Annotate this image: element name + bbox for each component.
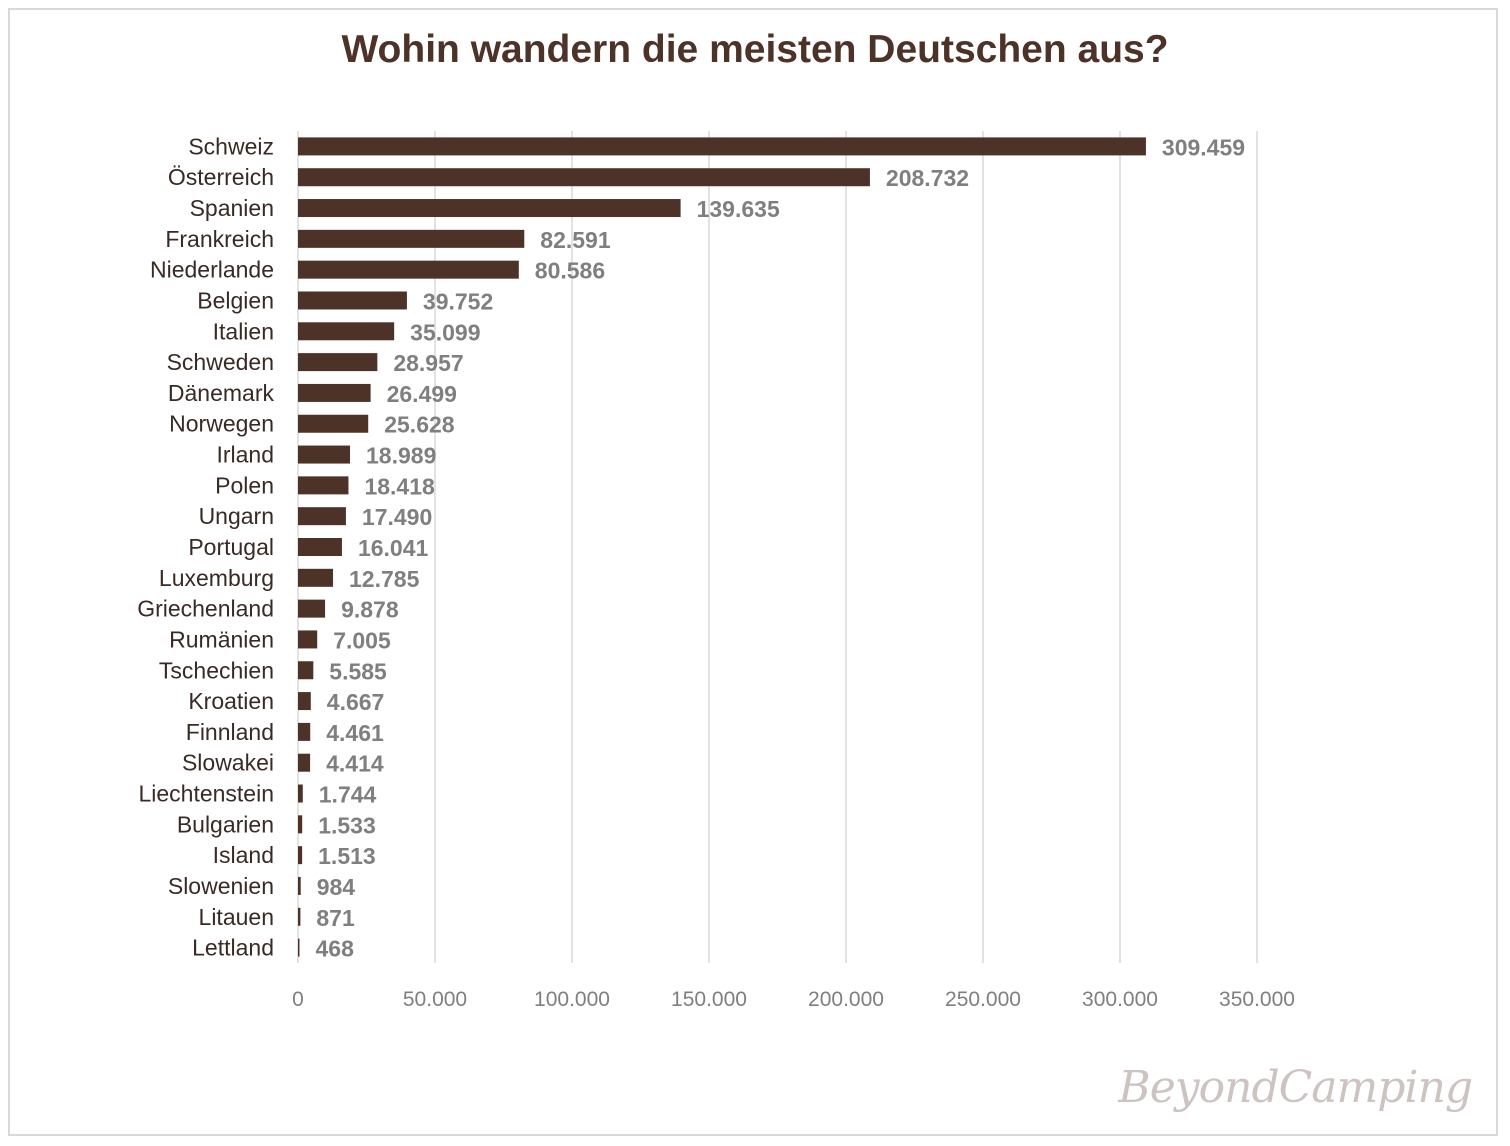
category-label: Kroatien	[188, 688, 274, 714]
bar	[298, 322, 395, 341]
chart-title: Wohin wandern die meisten Deutschen aus?	[341, 28, 1169, 71]
data-label: 468	[316, 936, 355, 962]
bar	[298, 846, 303, 865]
category-label: Litauen	[199, 904, 274, 930]
data-label: 80.586	[535, 258, 605, 284]
chart-frame	[8, 8, 1498, 1136]
x-tick-label: 350.000	[1219, 988, 1295, 1011]
data-label: 25.628	[384, 412, 455, 438]
category-label: Bulgarien	[177, 811, 274, 837]
category-label: Slowenien	[168, 873, 274, 899]
bar	[298, 229, 525, 248]
bar	[298, 353, 378, 372]
data-label: 4.414	[326, 751, 384, 777]
data-label: 208.732	[886, 165, 969, 191]
bar	[298, 445, 351, 464]
x-tick-label: 0	[292, 988, 304, 1011]
bar	[298, 692, 311, 711]
data-label: 1.533	[318, 812, 376, 838]
data-label: 309.459	[1162, 134, 1245, 160]
data-label: 1.513	[318, 843, 376, 869]
x-tick-label: 100.000	[534, 988, 610, 1011]
data-label: 7.005	[333, 627, 391, 653]
bar	[298, 661, 314, 680]
data-label: 4.461	[326, 720, 384, 746]
category-label: Luxemburg	[159, 565, 274, 591]
data-label: 16.041	[358, 535, 429, 561]
data-label: 984	[317, 874, 356, 900]
category-label: Rumänien	[169, 626, 274, 652]
bar	[298, 199, 681, 218]
x-tick-label: 150.000	[671, 988, 747, 1011]
data-label: 5.585	[329, 658, 387, 684]
category-label: Norwegen	[169, 411, 274, 437]
category-label: Griechenland	[137, 596, 274, 622]
x-tick-label: 250.000	[945, 988, 1021, 1011]
bar	[298, 507, 346, 526]
data-label: 4.667	[327, 689, 385, 715]
x-tick-label: 200.000	[808, 988, 884, 1011]
x-tick-label: 50.000	[403, 988, 467, 1011]
bar	[298, 260, 519, 279]
category-label: Slowakei	[182, 750, 274, 776]
bar	[298, 630, 318, 649]
bar	[298, 907, 301, 926]
bar	[298, 753, 311, 772]
data-label: 35.099	[410, 319, 480, 345]
category-label: Niederlande	[150, 257, 274, 283]
category-label: Frankreich	[165, 226, 274, 252]
category-label: Irland	[216, 442, 274, 468]
bar	[298, 815, 303, 834]
category-label: Ungarn	[199, 503, 274, 529]
bar	[298, 476, 349, 495]
data-label: 17.490	[362, 504, 432, 530]
data-label: 9.878	[341, 597, 399, 623]
category-label: Spanien	[190, 195, 274, 221]
category-label: Liechtenstein	[138, 781, 274, 807]
bar	[298, 599, 326, 618]
category-label: Island	[213, 842, 274, 868]
data-label: 871	[316, 905, 355, 931]
x-tick-label: 300.000	[1082, 988, 1158, 1011]
category-label: Polen	[215, 472, 274, 498]
bar	[298, 722, 311, 741]
data-label: 39.752	[423, 288, 493, 314]
category-label: Tschechien	[159, 657, 274, 683]
data-label: 28.957	[393, 350, 463, 376]
bar	[298, 876, 301, 895]
category-label: Belgien	[197, 287, 274, 313]
category-label: Italien	[213, 318, 274, 344]
data-label: 139.635	[697, 196, 780, 222]
data-label: 18.989	[366, 443, 436, 469]
data-label: 12.785	[349, 566, 420, 592]
bar	[298, 137, 1146, 156]
category-label: Lettland	[192, 935, 274, 961]
bar	[298, 568, 334, 587]
category-label: Österreich	[168, 164, 274, 190]
bar	[298, 784, 303, 803]
data-label: 1.744	[319, 782, 377, 808]
bar	[298, 168, 870, 187]
category-label: Schweden	[167, 349, 274, 375]
bar	[298, 538, 342, 556]
bar	[298, 414, 369, 433]
bar	[298, 291, 407, 310]
category-label: Dänemark	[168, 380, 275, 406]
data-label: 26.499	[387, 381, 457, 407]
bar	[298, 938, 300, 957]
category-label: Schweiz	[188, 133, 274, 159]
category-label: Portugal	[188, 534, 274, 560]
watermark-logo: BeyondCamping	[1118, 1062, 1473, 1113]
bar	[298, 383, 371, 402]
data-label: 18.418	[364, 473, 435, 499]
data-label: 82.591	[540, 227, 611, 253]
category-label: Finnland	[186, 719, 274, 745]
